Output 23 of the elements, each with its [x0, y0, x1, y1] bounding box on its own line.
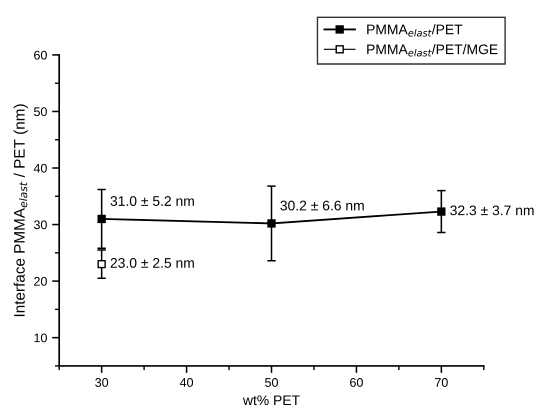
- legend-label: PMMA$_{elast}$/PET/MGE: [367, 44, 498, 57]
- y-tick-label: 60: [34, 50, 47, 60]
- x-tick-label: 40: [180, 378, 194, 387]
- y-tick-label: 20: [34, 276, 47, 286]
- x-axis-title: wt% PET: [242, 395, 300, 406]
- y-tick-label: 50: [34, 107, 47, 116]
- y-axis-title: Interface PMMA$_{elast}$ / PET (nm): [14, 104, 28, 316]
- annotation: 32.3 ± 3.7 nm: [450, 205, 534, 216]
- annotation: 23.0 ± 2.5 nm: [110, 258, 194, 268]
- annotation: 30.2 ± 6.6 nm: [280, 200, 364, 210]
- x-tick-label: 50: [265, 378, 278, 387]
- point: [97, 260, 106, 268]
- point: [267, 219, 276, 228]
- x-tick-label: 70: [435, 378, 448, 387]
- x-tick-label: 30: [95, 378, 108, 387]
- y-tick-label: 10: [34, 333, 47, 342]
- x-tick-label: 60: [350, 378, 363, 387]
- legend-label: PMMA$_{elast}$/PET: [367, 24, 462, 37]
- annotation: 31.0 ± 5.2 nm: [110, 196, 194, 206]
- point: [437, 207, 446, 216]
- point: [97, 214, 106, 224]
- y-tick-label: 40: [34, 164, 47, 173]
- y-tick-label: 30: [34, 220, 47, 230]
